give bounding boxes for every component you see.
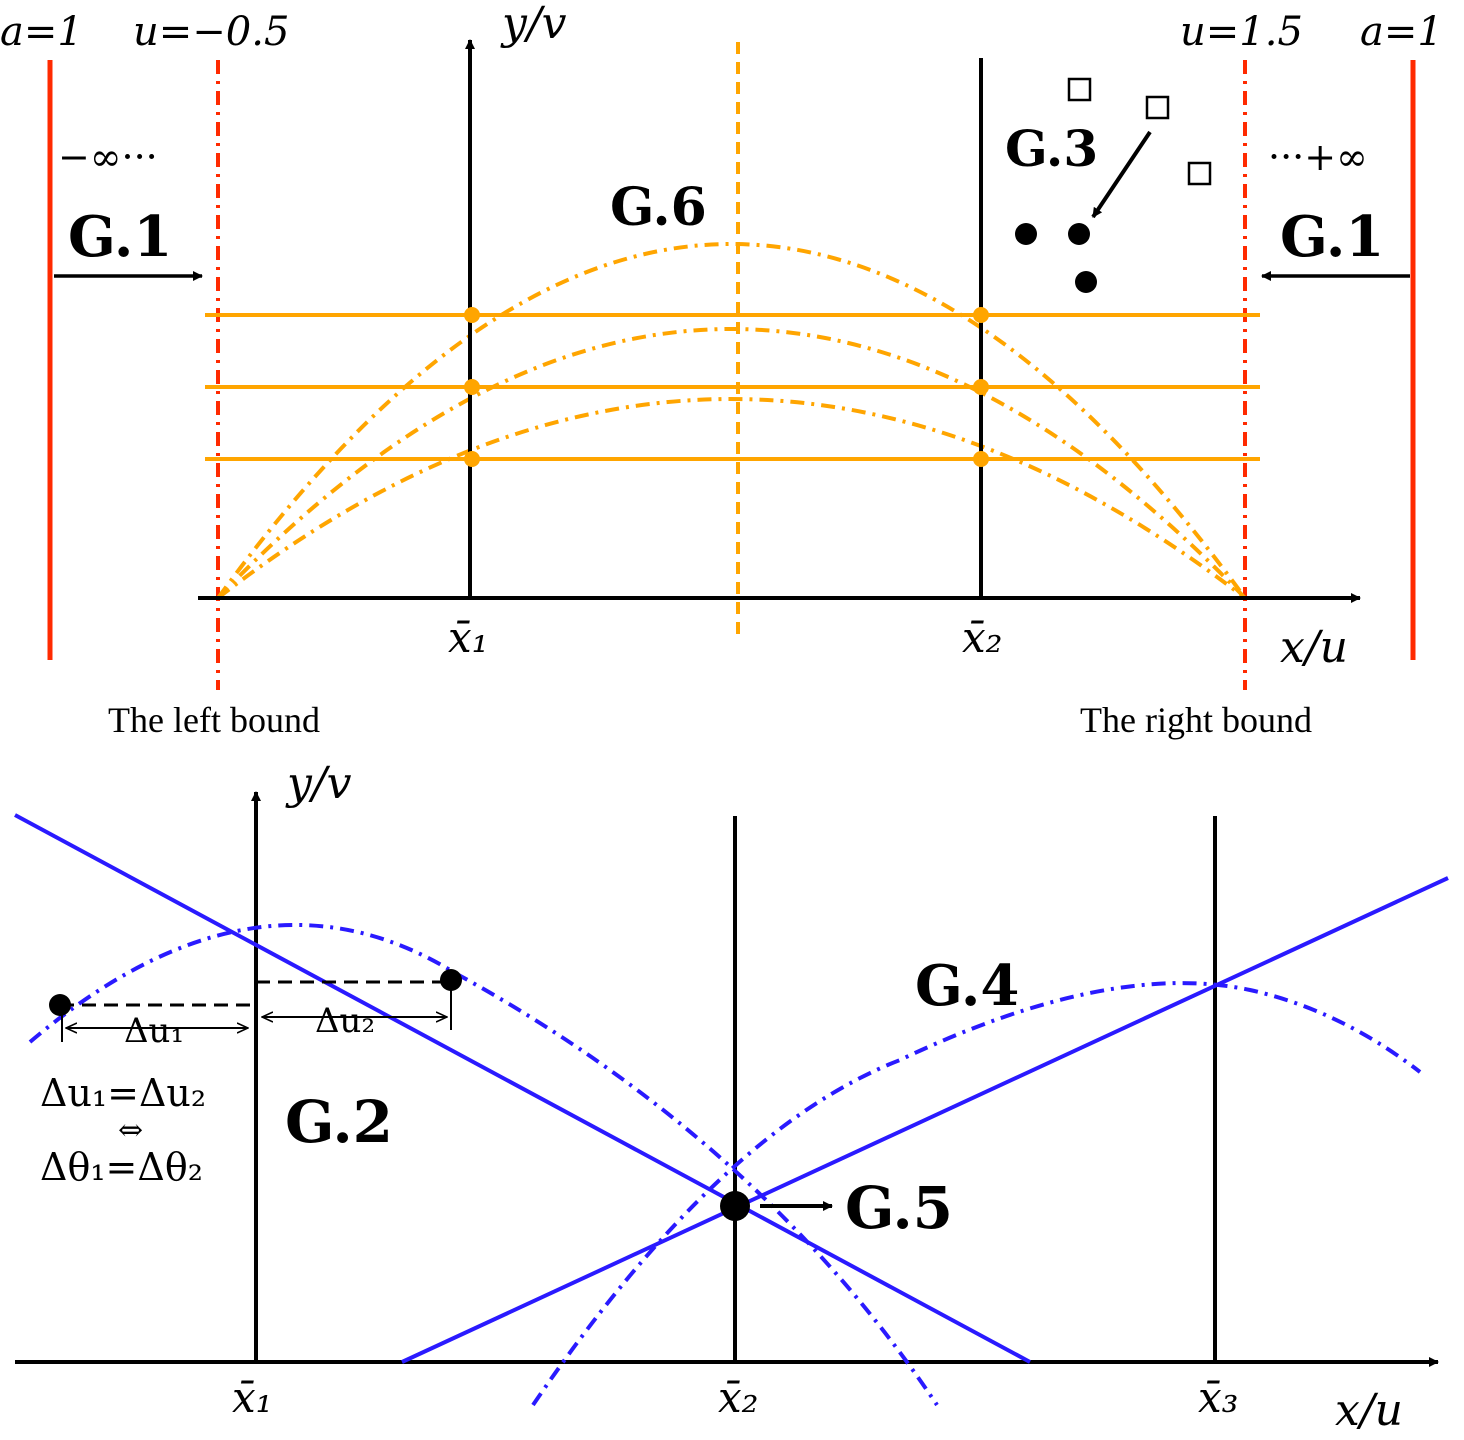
top-y-axis-label: y/v bbox=[500, 0, 567, 49]
blue-line-ascending bbox=[401, 876, 1449, 1364]
neg-inf-label: −∞··· bbox=[58, 135, 158, 179]
bottom-xbar3-label: x̄₃ bbox=[1198, 1373, 1239, 1422]
g6-label: G.6 bbox=[610, 177, 707, 238]
right-a-label: a=1 bbox=[1360, 9, 1443, 55]
orange-parabola-3 bbox=[216, 397, 1247, 600]
g3-squares bbox=[1067, 77, 1212, 186]
blue-curve-right bbox=[531, 981, 1422, 1407]
g5-point bbox=[720, 1191, 750, 1221]
left-u-label: u=−0.5 bbox=[133, 9, 289, 55]
g3-label: G.3 bbox=[1005, 119, 1098, 178]
bottom-xbar2-label: x̄₂ bbox=[718, 1373, 759, 1422]
bottom-xbar1-label: x̄₁ bbox=[232, 1373, 273, 1422]
top-xbar1-label: x̄₁ bbox=[448, 613, 489, 662]
orange-points bbox=[464, 307, 989, 467]
eq1-label: Δu₁=Δu₂ bbox=[40, 1071, 206, 1115]
bottom-x-axis-label: x/u bbox=[1335, 1385, 1403, 1436]
g4-label: G.4 bbox=[915, 953, 1019, 1019]
g5-label: G.5 bbox=[845, 1174, 953, 1242]
g1-right-label: G.1 bbox=[1280, 204, 1384, 270]
left-a-label: a=1 bbox=[0, 9, 83, 55]
left-bound-label: The left bound bbox=[108, 700, 320, 740]
g2-label: G.2 bbox=[285, 1088, 393, 1156]
iff-label: ⇔ bbox=[118, 1113, 143, 1148]
right-u-label: u=1.5 bbox=[1180, 9, 1303, 55]
top-xbar2-label: x̄₂ bbox=[962, 613, 1003, 662]
top-panel: a=1 u=−0.5 u=1.5 a=1 y/v x/u −∞··· ···+∞… bbox=[0, 0, 1443, 740]
delta-point-1 bbox=[49, 994, 71, 1016]
blue-line-descending bbox=[14, 813, 1031, 1364]
eq2-label: Δθ₁=Δθ₂ bbox=[40, 1145, 203, 1189]
bottom-panel: y/v x/u Δu₁ Δu₂ Δu₁=Δu₂ ⇔ Δθ₁=Δθ₂ G.2 G.… bbox=[14, 758, 1449, 1436]
g1-left-label: G.1 bbox=[68, 204, 172, 270]
pos-inf-label: ···+∞ bbox=[1268, 135, 1368, 179]
orange-parabola-1 bbox=[216, 242, 1247, 600]
orange-parabola-2 bbox=[216, 327, 1247, 600]
g3-arrow bbox=[1091, 130, 1152, 219]
delta-point-2 bbox=[440, 969, 462, 991]
du2-label: Δu₂ bbox=[315, 1001, 375, 1041]
right-bound-label: The right bound bbox=[1080, 700, 1312, 740]
bottom-y-axis-label: y/v bbox=[285, 758, 352, 809]
top-x-axis-label: x/u bbox=[1280, 622, 1348, 673]
g3-dots bbox=[1015, 223, 1097, 293]
blue-curve-left bbox=[28, 922, 939, 1407]
du1-label: Δu₁ bbox=[124, 1011, 184, 1051]
